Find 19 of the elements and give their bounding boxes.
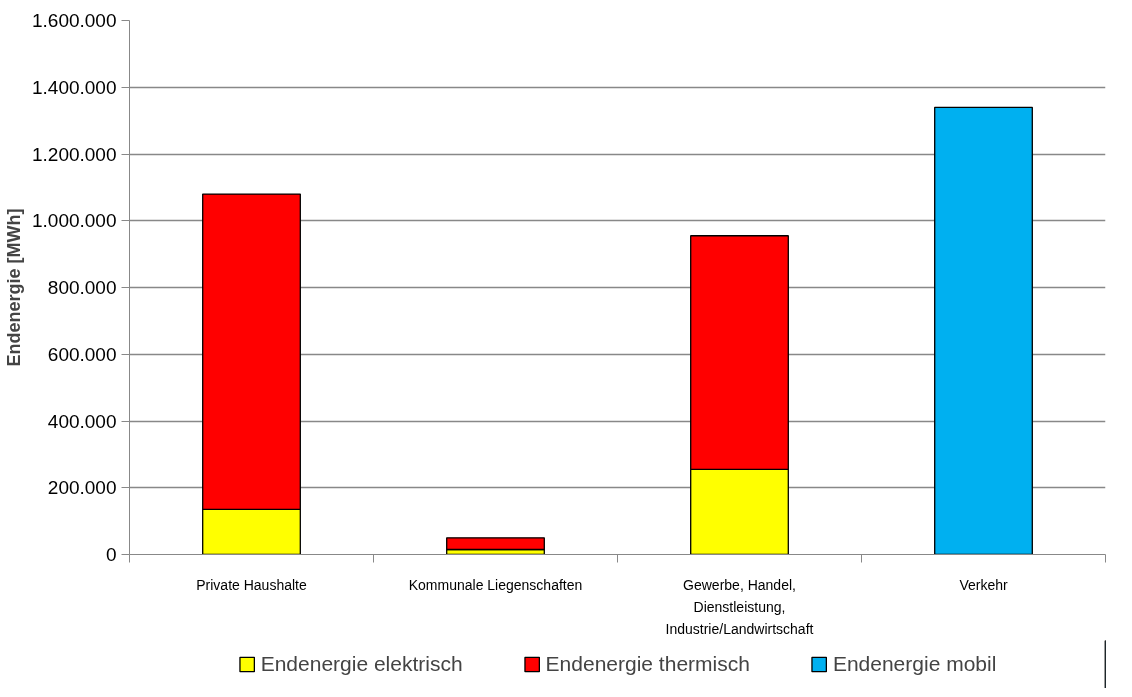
- y-tick-label: 1.400.000: [31, 76, 117, 98]
- y-tick-label: 1.600.000: [31, 10, 117, 31]
- y-tick-label: 1.200.000: [31, 143, 117, 165]
- y-tick-label: 400.000: [47, 410, 117, 432]
- x-tick-label: Gewerbe, Handel, Dienstleistung, Industrie/Landwirtschaft: [665, 576, 814, 638]
- y-tick-label: 200.000: [47, 477, 117, 499]
- x-tick-label: Kommunale Liegenschaften: [408, 576, 583, 593]
- bar: [934, 106, 1033, 555]
- y-tick-label: 800.000: [47, 277, 117, 298]
- y-tick-label: 1.000.000: [31, 210, 117, 232]
- x-tick-label: Private Haushalte: [196, 576, 307, 593]
- legend-label: Endenergie thermisch: [545, 652, 750, 676]
- x-tick-label: Verkehr: [959, 576, 1008, 593]
- y-axis-title: Endenergie [MWh]: [3, 208, 24, 367]
- legend-label: Endenergie elektrisch: [260, 652, 463, 676]
- bar: [446, 537, 545, 551]
- y-tick-label: 0: [105, 544, 117, 565]
- y-tick-label: 600.000: [47, 343, 117, 365]
- legend-label: Endenergie mobil: [832, 652, 997, 676]
